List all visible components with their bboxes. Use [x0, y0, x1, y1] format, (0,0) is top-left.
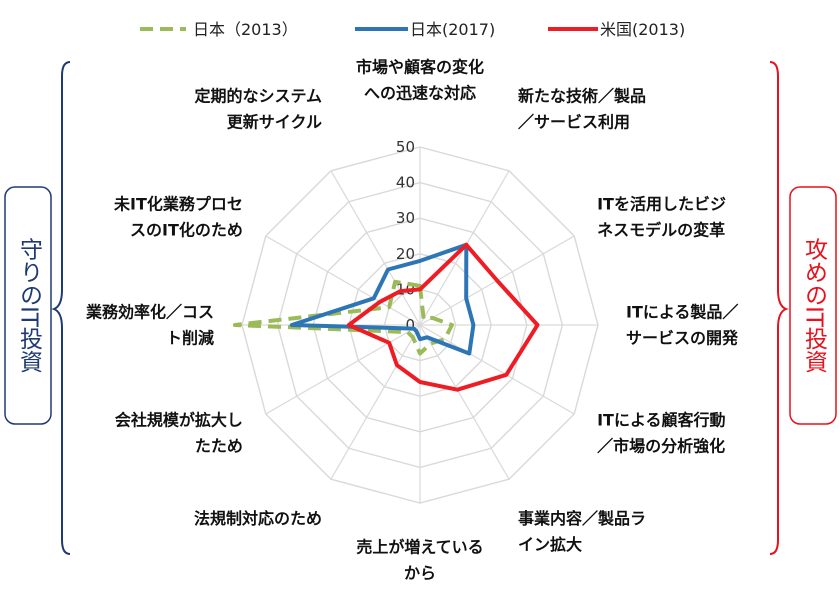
category-label-line: 業務効率化／コス	[85, 303, 214, 322]
category-label: 会社規模が拡大したため	[115, 411, 243, 456]
category-label-line: ／サービス利用	[518, 113, 630, 132]
radial-tick-label: 50	[396, 138, 415, 156]
category-label-line: ／市場の分析強化	[597, 437, 725, 456]
category-label-line: たため	[195, 437, 243, 456]
legend-item-japan-2013: 日本（2013）	[140, 20, 298, 39]
legend-label-us-2013: 米国(2013)	[600, 20, 685, 39]
category-label-line: 定期的なシステム	[193, 87, 322, 106]
offensive-it-label-box	[789, 186, 837, 425]
data-series	[232, 242, 540, 392]
category-label: 業務効率化／コスト削減	[85, 303, 214, 348]
category-label: 事業内容／製品ライン拡大	[518, 509, 646, 554]
category-label: 新たな技術／製品 ／サービス利用	[518, 87, 646, 132]
radial-tick-label: 30	[396, 209, 415, 227]
category-label-line: 売上が増えている	[356, 538, 483, 557]
category-label-line: 新たな技術／製品	[518, 87, 646, 106]
radial-tick-label: 20	[396, 245, 415, 263]
legend-item-japan-2017: 日本(2017)	[355, 20, 495, 39]
category-label: 未IT化業務プロセスのIT化のため	[113, 195, 243, 240]
legend-label-japan-2013: 日本（2013）	[193, 20, 298, 39]
series-line-2	[346, 242, 540, 392]
category-label-line: 更新サイクル	[227, 113, 322, 132]
defensive-it-group: 守りのIT投資	[4, 61, 71, 555]
legend-item-us-2013: 米国(2013)	[548, 20, 685, 39]
radial-tick-label: 0	[405, 316, 415, 334]
category-label-line: 事業内容／製品ラ	[518, 509, 646, 528]
category-label-line: 未IT化業務プロセ	[113, 195, 243, 214]
right-brace	[769, 61, 789, 555]
defensive-it-label: 守りのIT投資	[16, 237, 44, 373]
grid-spoke	[419, 324, 510, 480]
category-label: 定期的なシステム更新サイクル	[193, 87, 322, 132]
offensive-it-label: 攻めのIT投資	[801, 237, 829, 373]
radial-tick-label: 40	[396, 174, 415, 192]
category-label-line: 法規制対応のため	[194, 509, 322, 528]
category-label: ITを活用したビジネスモデルの変革	[597, 195, 726, 240]
category-label: ITによる製品／ サービスの開発	[626, 303, 739, 348]
category-label-line: ITによる製品／	[626, 303, 738, 322]
category-label-line: から	[404, 564, 436, 583]
category-label-line: ネスモデルの変革	[597, 221, 725, 240]
category-label-line: ITを活用したビジ	[597, 195, 726, 214]
category-label-line: への迅速な対応	[364, 84, 476, 103]
category-label-line: サービスの開発	[626, 329, 739, 348]
series-line-0	[232, 279, 454, 356]
category-label-line: 市場や顧客の変化	[356, 58, 484, 77]
grid-spoke	[419, 324, 575, 415]
defensive-it-label-box	[4, 186, 52, 425]
series-line-1	[289, 242, 476, 356]
category-label: 市場や顧客の変化への迅速な対応	[356, 58, 484, 103]
offensive-it-group: 攻めのIT投資	[769, 61, 837, 555]
category-label-line: ト削減	[166, 329, 214, 348]
category-label-line: 会社規模が拡大し	[115, 411, 243, 430]
category-label: ITによる顧客行動 ／市場の分析強化	[597, 411, 725, 456]
grid-spoke	[330, 170, 421, 326]
grid-spoke	[330, 324, 421, 480]
legend: 日本（2013） 日本(2017) 米国(2013)	[140, 20, 685, 39]
left-brace	[51, 61, 71, 555]
category-label: 売上が増えているから	[356, 538, 483, 583]
legend-label-japan-2017: 日本(2017)	[410, 20, 495, 39]
grid-spoke	[265, 324, 421, 415]
grid-spoke	[265, 235, 421, 326]
category-label-line: スのIT化のため	[130, 221, 243, 240]
category-label-line: ITによる顧客行動	[597, 411, 725, 430]
category-label-line: イン拡大	[518, 535, 582, 554]
category-labels: 市場や顧客の変化への迅速な対応 新たな技術／製品／サービス利用ITを活用したビジネ…	[85, 58, 739, 583]
category-label: 法規制対応のため	[194, 509, 322, 528]
